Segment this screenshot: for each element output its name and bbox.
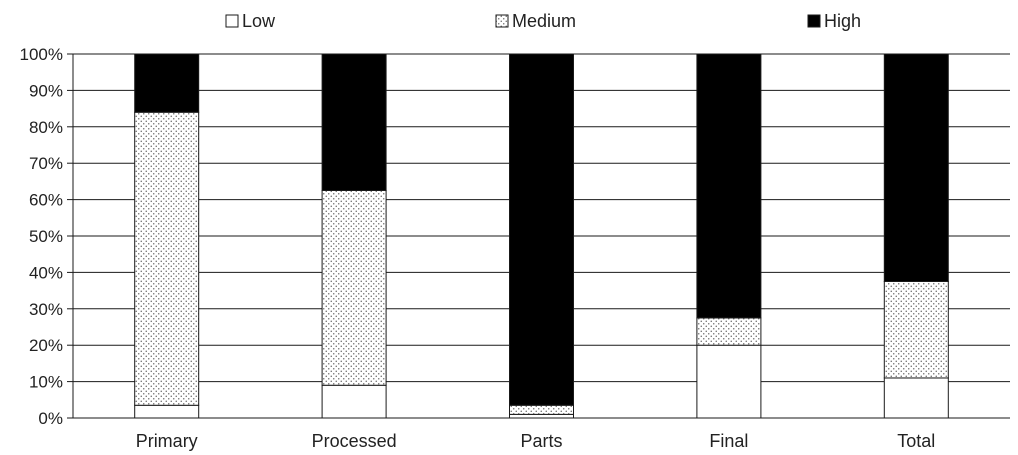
bar-segment-low-final	[696, 344, 762, 419]
axes	[67, 53, 1010, 419]
x-category-label: Total	[897, 431, 935, 451]
legend-label-high: High	[824, 11, 861, 31]
bar-segment-high-parts	[509, 53, 574, 406]
bar-segment-low-processed	[321, 384, 387, 419]
bar-segment-low-parts	[509, 413, 574, 419]
y-tick-label: 60%	[29, 191, 63, 210]
y-tick-label: 50%	[29, 227, 63, 246]
legend-swatch-high	[807, 14, 821, 28]
y-axis-ticks: 0% 10% 20% 30% 40% 50% 60% 70% 80% 90% 100%	[20, 45, 63, 428]
bar-segment-high-final	[696, 53, 762, 319]
y-tick-label: 10%	[29, 373, 63, 392]
bar-segment-high-processed	[321, 53, 387, 191]
y-tick-label: 100%	[20, 45, 63, 64]
legend-swatch-low	[225, 14, 239, 28]
y-tick-label: 20%	[29, 336, 63, 355]
y-tick-label: 0%	[38, 409, 63, 428]
bar-segment-medium-final	[696, 317, 762, 346]
bar-segment-medium-processed	[321, 190, 387, 386]
bar-segment-low-total	[883, 377, 949, 419]
y-tick-label: 80%	[29, 118, 63, 137]
x-axis-labels: Primary Processed Parts Final Total	[136, 431, 936, 451]
bar-segment-medium-total	[883, 281, 949, 379]
y-tick-label: 70%	[29, 154, 63, 173]
y-tick-label: 90%	[29, 81, 63, 100]
bar-segment-high-total	[883, 53, 949, 282]
legend-label-low: Low	[242, 11, 276, 31]
legend-swatch-medium	[495, 14, 509, 28]
x-category-label: Processed	[312, 431, 397, 451]
x-category-label: Final	[709, 431, 748, 451]
x-category-label: Primary	[136, 431, 198, 451]
y-tick-label: 30%	[29, 300, 63, 319]
bar-segment-medium-parts	[509, 404, 574, 415]
bars	[134, 53, 949, 419]
y-tick-label: 40%	[29, 263, 63, 282]
bar-segment-high-primary	[134, 53, 200, 113]
bar-segment-low-primary	[134, 404, 200, 419]
bar-segment-medium-primary	[134, 111, 200, 406]
legend-label-medium: Medium	[512, 11, 576, 31]
legend: Low Medium High	[225, 11, 861, 31]
x-category-label: Parts	[520, 431, 562, 451]
